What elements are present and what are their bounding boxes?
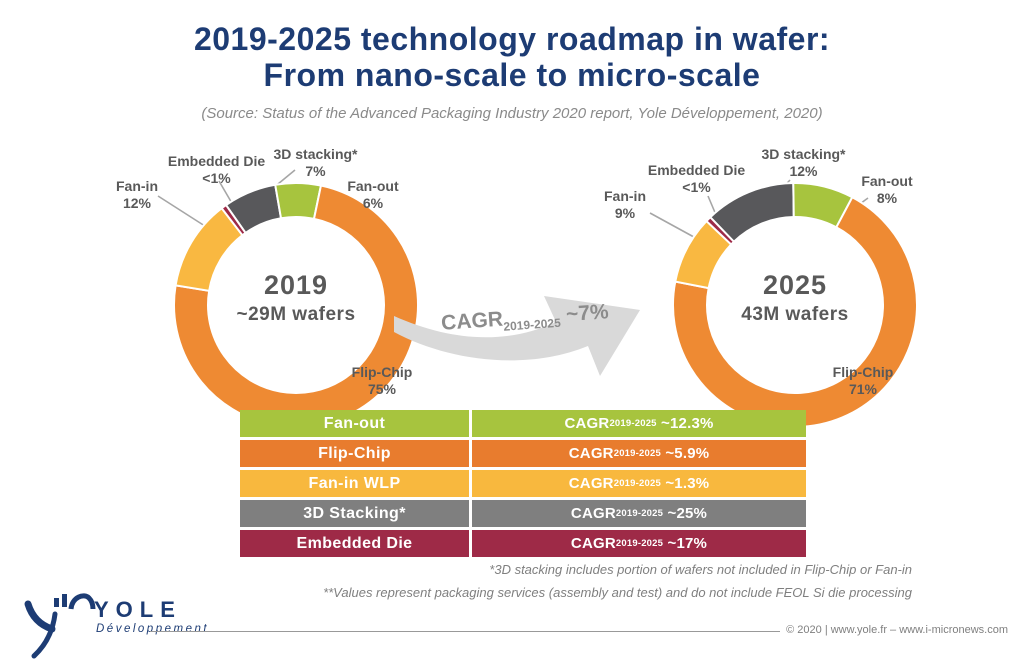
- donut-year-2019: 2019: [263, 270, 329, 300]
- footnote-2: **Values represent packaging services (a…: [323, 585, 912, 600]
- segment-label-3d-stacking-2025: 3D stacking* 12%: [761, 146, 846, 179]
- segment-label-flip-chip-2019: Flip-Chip 75%: [351, 364, 413, 397]
- table-row-embedded-die: Embedded Die CAGR 2019-2025 ~17%: [240, 530, 806, 557]
- cagr-arrow: CAGR2019-2025 ~7%: [390, 286, 645, 386]
- logo-wordmark: YOLE: [94, 597, 182, 622]
- segment-label-flip-chip-2025: Flip-Chip 71%: [832, 364, 894, 397]
- segment-label-fan-out-2025: Fan-out 8%: [861, 173, 913, 206]
- copyright-text: © 2020 | www.yole.fr – www.i-micronews.c…: [786, 624, 1008, 636]
- donut-year-2025: 2025: [762, 270, 828, 300]
- table-row-3d-stacking: 3D Stacking* CAGR 2019-2025 ~25%: [240, 500, 806, 527]
- donut-ring-2019: [173, 182, 419, 429]
- donut-segment-fan-out: [274, 182, 323, 221]
- donut-chart-2019: 2019 ~29M wafers Fan-in 12% Embedded Die…: [85, 146, 520, 446]
- segment-label-fan-in-2025: Fan-in 9%: [604, 188, 646, 221]
- segment-label-fan-in-2019: Fan-in 12%: [116, 178, 158, 211]
- segment-label-embedded-die-2019: Embedded Die <1%: [167, 153, 266, 186]
- table-row-fan-in-wlp: Fan-in WLP CAGR 2019-2025 ~1.3%: [240, 470, 806, 497]
- source-subtitle: (Source: Status of the Advanced Packagin…: [201, 105, 823, 122]
- yole-logo: YOLE Développement: [18, 582, 233, 660]
- arrow-swoosh-icon: [394, 296, 640, 376]
- donut-wafers-2019: ~29M wafers: [236, 304, 356, 325]
- page-title: 2019-2025 technology roadmap in wafer: F…: [0, 21, 1024, 94]
- donut-segment-flip-chip: [173, 184, 419, 429]
- donut-center-2019: 2019 ~29M wafers: [166, 270, 426, 326]
- footnote-1: *3D stacking includes portion of wafers …: [489, 562, 912, 577]
- segment-label-embedded-die-2025: Embedded Die <1%: [647, 162, 746, 195]
- donut-segment-embedded-die: [705, 215, 736, 246]
- donut-center-2025: 2025 43M wafers: [665, 270, 925, 326]
- segment-label-3d-stacking-2019: 3D stacking* 7%: [273, 146, 358, 179]
- segment-label-fan-out-2019: Fan-out 6%: [347, 178, 399, 211]
- table-row-fan-out: Fan-out CAGR 2019-2025 ~12.3%: [240, 410, 806, 437]
- title-line-2: From nano-scale to micro-scale: [263, 56, 761, 93]
- title-line-1: 2019-2025 technology roadmap in wafer:: [193, 21, 831, 57]
- footnotes: *3D stacking includes portion of wafers …: [323, 558, 912, 604]
- donut-segment-embedded-die: [220, 203, 247, 237]
- footer-divider-line: [150, 631, 780, 632]
- donut-segment-flip-chip: [672, 195, 918, 428]
- logo-subtext: Développement: [96, 623, 210, 635]
- donut-ring-2025: [672, 181, 918, 428]
- donut-wafers-2025: 43M wafers: [741, 304, 849, 325]
- table-row-flip-chip: Flip-Chip CAGR 2019-2025 ~5.9%: [240, 440, 806, 467]
- cagr-table: Fan-out CAGR 2019-2025 ~12.3% Flip-Chip C…: [240, 410, 806, 560]
- yole-logo-icon: [24, 593, 96, 659]
